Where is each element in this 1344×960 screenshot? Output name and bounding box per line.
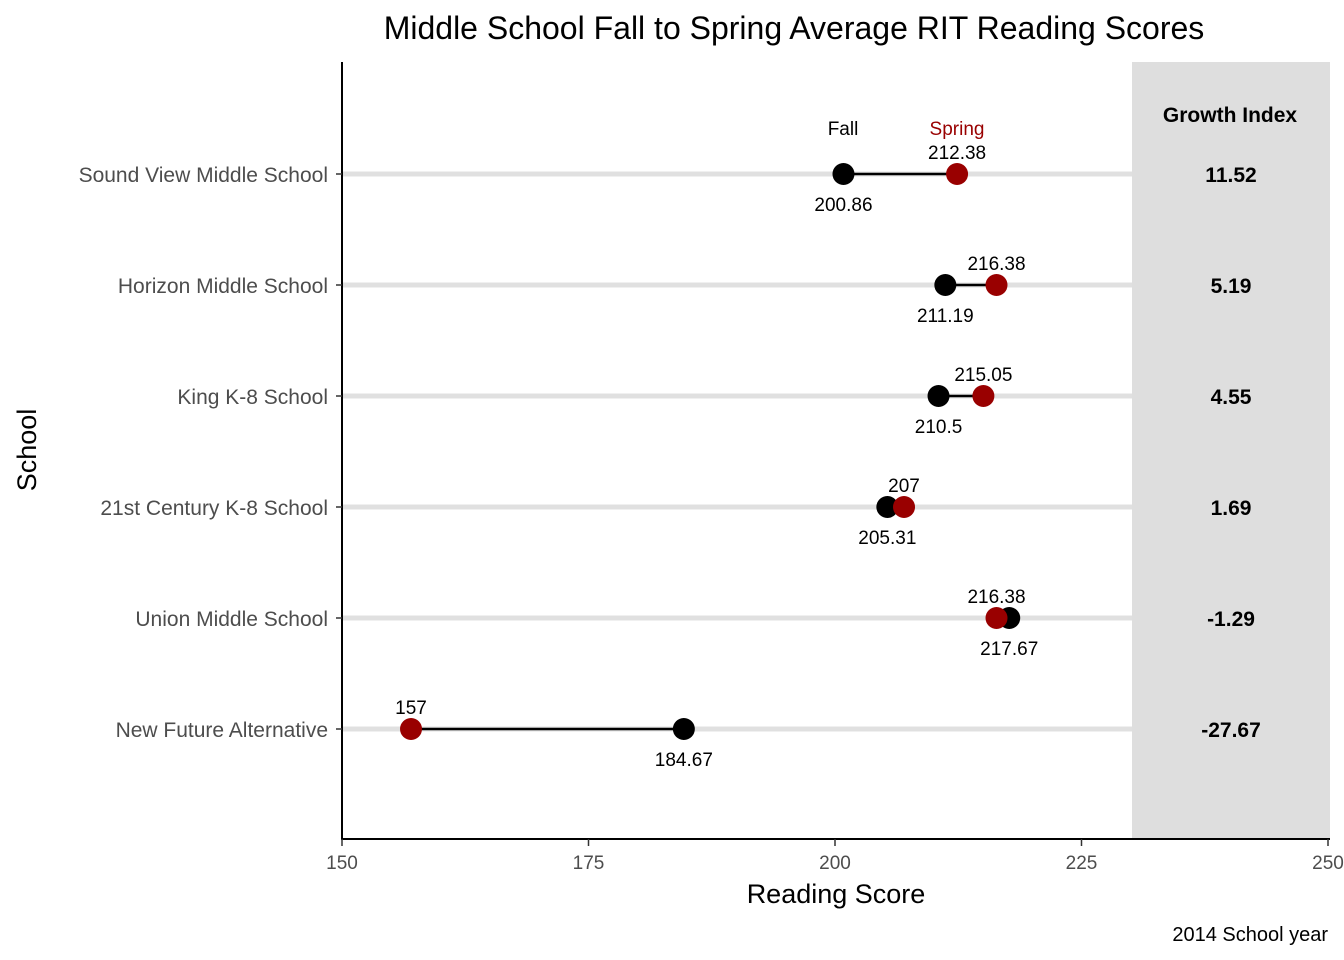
spring-point [985,607,1008,629]
y-tick-labels: Sound View Middle School Horizon Middle S… [79,164,342,742]
fall-value-label: 210.5 [915,417,963,438]
data-marks: 200.86 212.38 211.19 216.38 210.5 215.05 205.3… [395,143,1038,771]
fall-point [832,163,855,185]
spring-point [985,274,1008,296]
spring-value-label: 207 [888,476,920,497]
growth-index-value: 4.55 [1211,386,1252,409]
fall-value-label: 205.31 [858,528,916,549]
x-tick-label: 250 [1312,853,1344,874]
legend-fall-label: Fall [828,119,859,140]
spring-point [946,163,969,185]
growth-index-value: -1.29 [1207,608,1255,631]
x-axis-title: Reading Score [747,879,926,909]
fall-value-label: 200.86 [814,195,872,216]
growth-index-value: 5.19 [1211,275,1252,298]
spring-value-label: 157 [395,698,427,719]
fall-value-label: 211.19 [917,306,974,327]
y-tick-label: 21st Century K-8 School [100,497,328,520]
spring-value-label: 216.38 [967,587,1025,608]
y-tick-label: Sound View Middle School [79,164,328,187]
x-ticks: 150 175 200 225 250 [326,839,1344,874]
growth-index-value: 11.52 [1205,164,1256,187]
fall-point [934,274,957,296]
growth-index-column: Growth Index 11.52 5.19 4.55 1.69 -1.29 -27.6… [1163,104,1297,742]
spring-value-label: 215.05 [954,365,1012,386]
row-guides [342,171,1132,732]
y-tick-label: King K-8 School [177,386,328,409]
growth-index-value: 1.69 [1211,497,1252,520]
y-tick-label: Horizon Middle School [118,275,328,298]
growth-panel [1132,62,1330,839]
spring-value-label: 216.38 [967,254,1025,275]
fall-point [876,496,899,518]
fall-point [927,385,950,407]
x-tick-label: 150 [326,853,358,874]
spring-value-label: 212.38 [928,143,986,164]
chart-title: Middle School Fall to Spring Average RIT… [384,10,1205,46]
legend-labels: Fall Spring [828,119,985,140]
x-tick-label: 200 [819,853,851,874]
fall-value-label: 217.67 [980,639,1038,660]
legend-spring-label: Spring [930,119,985,140]
spring-point [893,496,916,518]
fall-value-label: 184.67 [655,750,713,771]
x-tick-label: 175 [573,853,605,874]
fall-point [672,718,695,740]
spring-point [400,718,423,740]
y-tick-label: Union Middle School [135,608,328,631]
spring-point [972,385,995,407]
y-axis-title: School [12,409,42,492]
growth-index-value: -27.67 [1201,719,1261,742]
y-tick-label: New Future Alternative [116,719,328,742]
growth-header: Growth Index [1163,104,1297,127]
chart-caption: 2014 School year [1172,924,1328,946]
x-tick-label: 225 [1066,853,1098,874]
